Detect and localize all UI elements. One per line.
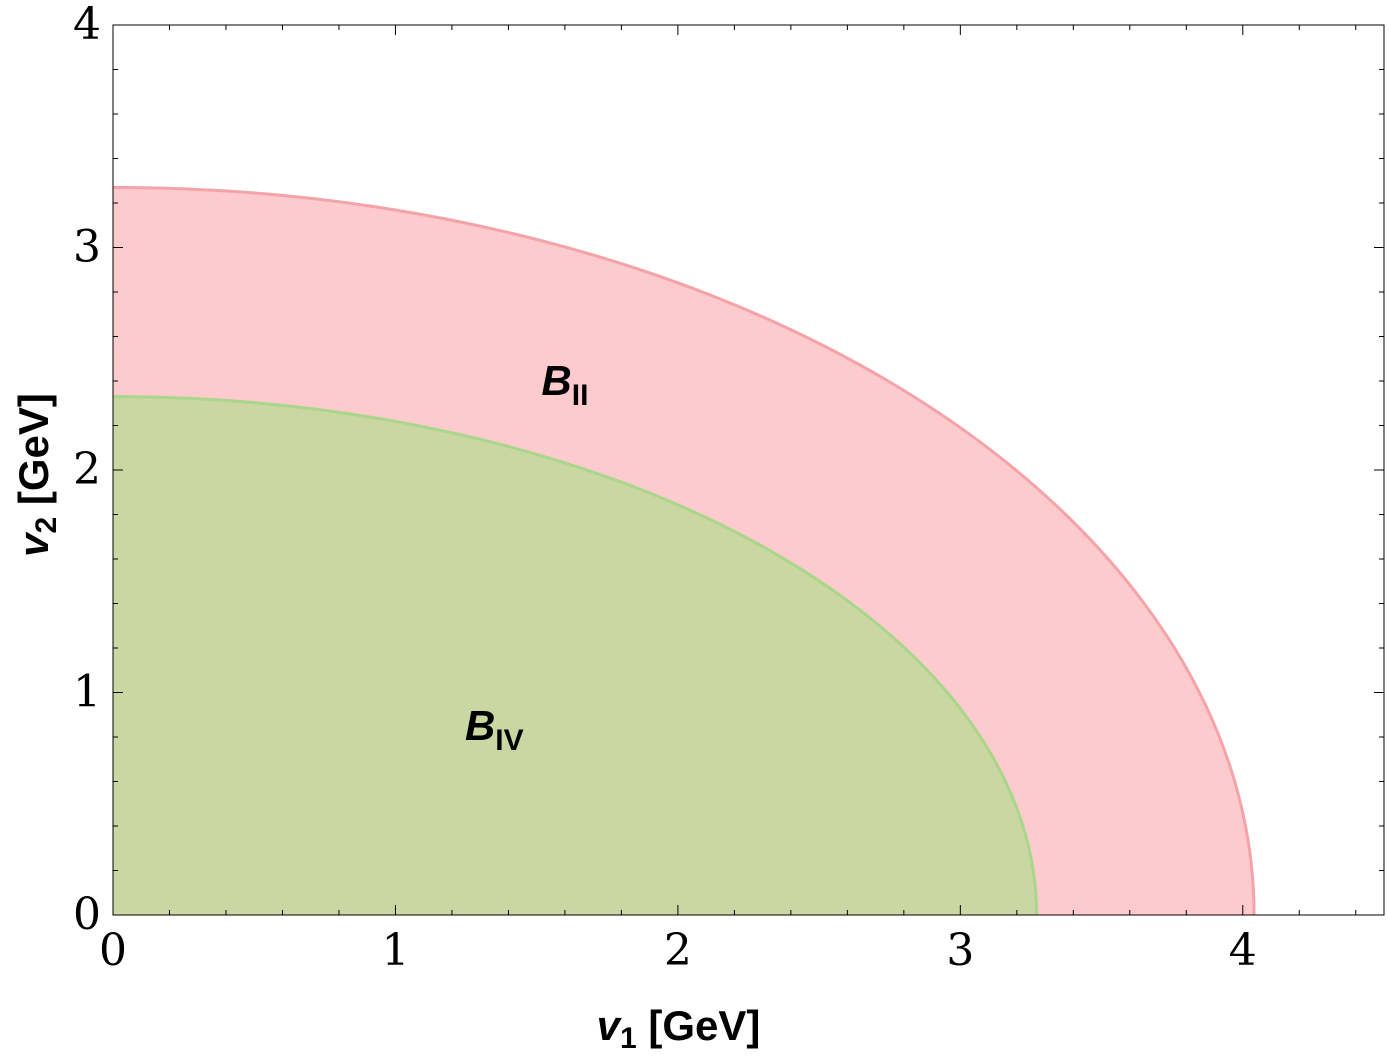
- y-axis-label-unit: [GeV]: [10, 393, 57, 517]
- x-axis-label: v1 [GeV]: [597, 1002, 761, 1055]
- tick-labels: 0 1 2 3 4 0 1 2 3 4: [73, 0, 1257, 976]
- x-tick-label: 1: [381, 925, 409, 976]
- x-tick-label: 2: [664, 925, 692, 976]
- region-label-sub: IV: [495, 724, 523, 757]
- y-tick-label: 1: [73, 667, 101, 718]
- region-label-var: B: [465, 702, 495, 749]
- region-label-ii: BII: [541, 357, 588, 412]
- region-label-sub: II: [572, 379, 589, 412]
- regions: [112, 185, 1256, 916]
- x-tick-label: 0: [99, 925, 127, 976]
- y-axis-label-sub: 2: [30, 517, 63, 534]
- region-label-iv: BIV: [465, 702, 524, 757]
- y-tick-label: 4: [73, 0, 101, 50]
- y-axis-label: v2 [GeV]: [10, 393, 63, 557]
- axis-ticks: [112, 24, 1384, 916]
- x-tick-label: 4: [1229, 925, 1257, 976]
- x-axis-label-sub: 1: [620, 1022, 637, 1055]
- y-tick-label: 2: [73, 444, 101, 495]
- y-tick-label: 3: [73, 222, 101, 273]
- x-axis-label-unit: [GeV]: [637, 1002, 761, 1049]
- region-ii-boundary: [112, 185, 1256, 916]
- y-axis-label-var: v: [10, 531, 57, 557]
- y-tick-label: 0: [73, 889, 101, 940]
- x-axis-label-var: v: [597, 1002, 623, 1049]
- region-iv-boundary: [112, 395, 1039, 916]
- region-label-var: B: [541, 357, 571, 404]
- region-iv: [113, 396, 1037, 915]
- x-tick-label: 3: [946, 925, 974, 976]
